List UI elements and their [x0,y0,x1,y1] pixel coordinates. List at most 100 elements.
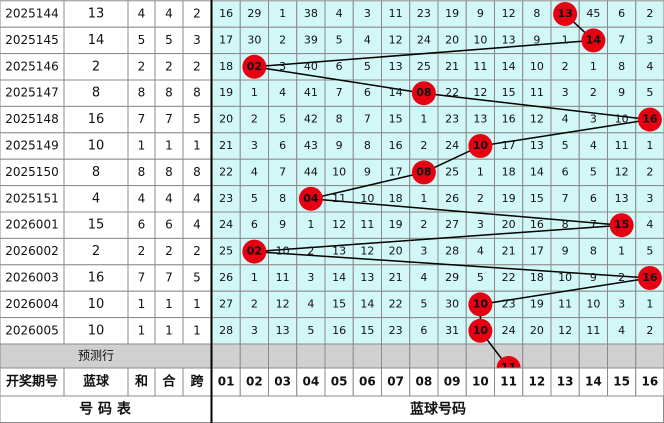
period-cell: 7 [138,112,146,126]
miss-count: 10 [530,60,544,73]
prediction-row [0,343,212,369]
miss-count: 31 [445,324,459,337]
blue-ball: 8 [92,165,100,180]
grid-cell [607,158,637,187]
miss-count: 16 [219,7,233,20]
miss-count: 6 [618,7,625,20]
miss-count: 16 [530,218,544,231]
miss-count: 14 [389,86,403,99]
miss-count: 3 [562,86,569,99]
period-cell: 7 [165,112,173,126]
period-cell: 8 [138,165,146,179]
period-cell: 8 [165,86,173,100]
miss-count: 30 [445,297,459,310]
miss-count: 15 [389,113,403,126]
grid-cell [522,158,552,187]
hit-ball [298,186,323,211]
period-cell: 2 [165,244,173,258]
grid-cell [268,105,298,134]
miss-count: 15 [360,324,374,337]
grid-cell [268,132,298,160]
miss-count: 20 [219,113,233,126]
miss-count: 2 [562,60,569,73]
miss-count: 16 [502,113,516,126]
miss-count: 23 [445,113,459,126]
grid-cell [550,343,580,369]
grid-cell [607,79,637,107]
period-cell: 4 [138,7,146,21]
grid-cell [522,185,552,213]
grid-cell [409,343,439,369]
miss-count: 1 [307,218,314,231]
miss-count: 6 [420,324,427,337]
miss-count: 8 [562,218,569,231]
miss-count: 28 [445,245,459,258]
grid-cell [211,185,241,213]
period-cell: 5 [193,112,201,126]
period-cell: 1 [193,297,201,311]
hit-line [310,171,425,200]
miss-count: 12 [360,245,374,258]
hit-number: 15 [614,218,629,231]
left-cell [127,79,156,107]
period-cell: 1 [138,297,146,311]
miss-count: 2 [420,218,427,231]
miss-count: 1 [251,271,258,284]
blue-ball: 13 [88,7,105,22]
miss-count: 2 [251,113,258,126]
miss-count: 20 [502,218,516,231]
hit-line [480,118,650,147]
miss-count: 21 [502,245,516,258]
hit-ball [242,54,267,79]
miss-count: 3 [364,7,371,20]
header-cell [550,367,580,397]
miss-count: 1 [562,33,569,46]
miss-count: 15 [332,297,346,310]
miss-count: 13 [389,60,403,73]
header-number: 02 [246,375,263,389]
miss-count: 3 [251,139,258,152]
miss-count: 5 [307,324,314,337]
hit-number: 13 [557,7,572,20]
blue-ball: 14 [88,33,105,48]
left-cell [63,158,129,187]
blue-ball: 10 [88,323,105,338]
grid-cell [550,237,580,266]
miss-count: 2 [646,165,653,178]
miss-count: 2 [279,33,286,46]
hit-ball [553,2,578,26]
hit-number: 08 [416,165,431,178]
period-cell: 8 [138,86,146,100]
left-cell [182,53,212,81]
period-cell: 2025148 [5,112,58,126]
miss-count: 9 [364,165,371,178]
period-cell: 1 [138,323,146,337]
miss-count: 27 [445,218,459,231]
grid-cell [550,53,580,81]
grid-cell [437,185,467,213]
miss-count: 3 [279,60,286,73]
period-cell: 2025146 [5,59,58,73]
period-cell: 2025149 [5,139,58,153]
grid-cell [550,290,580,319]
miss-count: 3 [420,245,427,258]
miss-count: 9 [279,218,286,231]
grid-cell [239,317,269,345]
left-cell [0,158,65,187]
miss-count: 9 [618,86,625,99]
miss-count: 10 [332,165,346,178]
left-cell [63,290,129,319]
blue-ball: 16 [88,112,105,127]
miss-count: 2 [646,324,653,337]
period-cell: 2026004 [5,297,58,311]
miss-count: 4 [420,271,427,284]
miss-count: 5 [562,139,569,152]
period-cell: 1 [193,139,201,153]
miss-count: 23 [502,297,516,310]
grid-cell [607,237,637,266]
hit-number: 10 [473,139,489,152]
grid-cell [635,0,664,28]
blue-ball: 10 [88,297,105,312]
grid-cell [381,132,411,160]
grid-cell [635,26,664,55]
